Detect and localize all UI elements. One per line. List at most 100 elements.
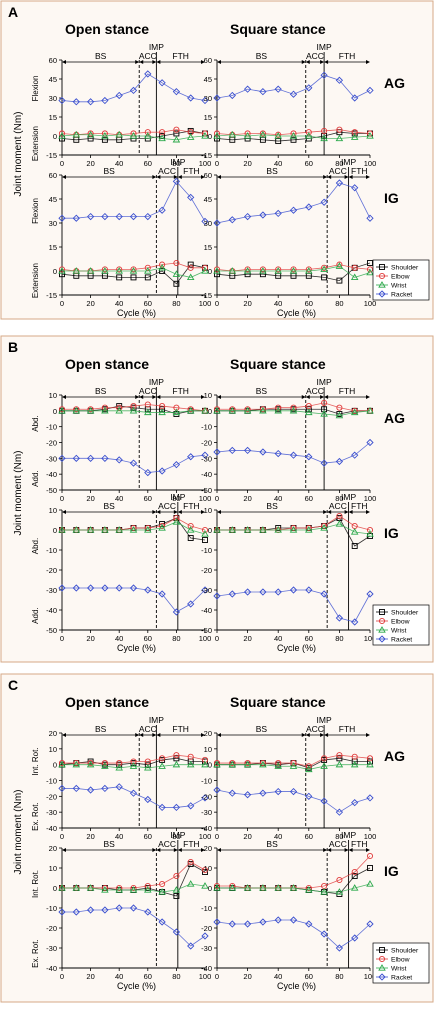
col-title-square: Square stance [230, 694, 326, 710]
phase-arrowhead [301, 733, 306, 737]
wrist-point [144, 132, 152, 139]
wrist-point [378, 964, 386, 971]
phase-arrowhead [323, 510, 328, 514]
x-tick-label: 40 [115, 494, 123, 503]
phase-label: FTH [339, 386, 356, 396]
wrist-point [213, 526, 221, 533]
side-label-negative: Ex. Rot. [31, 939, 40, 967]
wrist-point [350, 408, 359, 416]
racket-point [172, 803, 181, 812]
y-axis-title: Joint moment (Nm) [13, 111, 24, 196]
wrist-series-line [217, 265, 371, 278]
racket-point [259, 918, 267, 926]
wrist-point [129, 406, 138, 414]
wrist-point [350, 760, 359, 768]
phase-label: ACC [306, 51, 324, 61]
racket-point [351, 94, 359, 102]
racket-point [101, 906, 109, 914]
wrist-point [350, 133, 359, 140]
racket-point [187, 94, 195, 102]
wrist-point [158, 134, 166, 142]
wrist-point [228, 130, 237, 138]
phase-label: BS [266, 166, 278, 176]
wrist-point [115, 267, 123, 274]
elbow-point [290, 404, 297, 411]
chart-panel-a: A Open stance Square stance Joint moment (N… [0, 0, 434, 320]
racket-point [201, 932, 209, 940]
phase-arrowhead [320, 733, 325, 737]
elbow-point [321, 399, 328, 406]
phase-arrowhead [305, 733, 310, 737]
racket-point [213, 786, 221, 794]
wrist-point [243, 884, 252, 891]
wrist-point [259, 884, 267, 891]
phase-label: FTH [183, 839, 200, 849]
x-tick-label: 60 [144, 972, 152, 981]
racket-point [213, 94, 221, 102]
y-tick-label: -20 [201, 924, 212, 933]
legend-entry: Shoulder [391, 948, 419, 955]
shoulder-point [159, 521, 166, 527]
elbow-point [173, 259, 180, 267]
wrist-point [201, 760, 209, 768]
wrist-point [243, 132, 252, 139]
chart-panel-b: B Open stance Square stance Joint moment (N… [0, 335, 434, 663]
wrist-point [243, 267, 252, 274]
racket-point [144, 212, 152, 221]
elbow-point [336, 876, 343, 884]
y-tick-label: -20 [201, 792, 212, 801]
wrist-point [72, 884, 81, 891]
phase-label: FTH [351, 839, 368, 849]
racket-point [187, 600, 195, 608]
racket-point [228, 789, 236, 797]
racket-point [129, 904, 138, 912]
racket-point [58, 214, 66, 222]
side-label-positive: Int. Rot. [31, 747, 40, 775]
elbow-point [201, 264, 209, 271]
legend-entry: Wrist [391, 628, 406, 635]
wrist-point [335, 520, 344, 527]
y-tick-label: -20 [201, 439, 212, 448]
elbow-point [378, 955, 386, 963]
x-tick-label: 20 [86, 494, 94, 503]
phase-label: ACC [158, 501, 176, 511]
phase-label: FTH [172, 386, 189, 396]
chart-panel-c: C Open stance Square stance Joint moment (N… [0, 673, 434, 1003]
phase-label: BS [256, 724, 268, 734]
elbow-point [213, 406, 221, 413]
racket-point [335, 808, 344, 816]
y-tick-label: 0 [53, 132, 57, 141]
elbow-point [366, 852, 374, 860]
y-tick-label: 45 [49, 195, 57, 204]
x-tick-label: 100 [199, 299, 212, 308]
x-tick-label: 60 [305, 494, 313, 503]
wrist-point [335, 262, 344, 269]
elbow-point [101, 884, 108, 892]
panel-letter: B [8, 339, 18, 355]
shoulder-point [173, 893, 180, 899]
racket-point [378, 973, 386, 981]
x-axis-label: Cycle (%) [117, 643, 156, 653]
wrist-point [158, 408, 166, 416]
y-tick-label: -50 [201, 486, 212, 495]
wrist-point [172, 135, 181, 143]
racket-point [72, 908, 80, 916]
elbow-point [187, 264, 194, 271]
y-tick-label: -10 [201, 777, 212, 786]
y-axis-title: Joint moment (Nm) [13, 450, 24, 535]
wrist-point [335, 760, 344, 768]
y-tick-label: 0 [208, 761, 212, 770]
elbow-point [321, 264, 328, 271]
racket-point [243, 920, 252, 928]
wrist-point [289, 267, 298, 274]
racket-point [243, 791, 252, 799]
x-tick-label: 20 [243, 299, 251, 308]
shoulder-point [336, 277, 343, 284]
y-tick-label: -30 [201, 808, 212, 817]
phase-label: FTH [339, 51, 356, 61]
side-label-negative: Add. [31, 607, 40, 623]
y-tick-label: -10 [46, 777, 57, 786]
phase-arrowhead [177, 175, 182, 179]
wrist-point [144, 526, 152, 533]
x-tick-label: 40 [115, 832, 123, 841]
